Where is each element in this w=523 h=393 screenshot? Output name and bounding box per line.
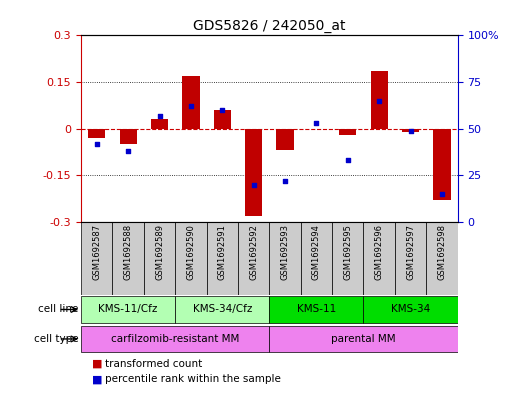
Point [155, 112, 164, 119]
Bar [363, 296, 458, 323]
Text: GSM1692587: GSM1692587 [92, 224, 101, 280]
Bar [433, 129, 450, 200]
Text: KMS-34: KMS-34 [391, 305, 430, 314]
Text: parental MM: parental MM [331, 334, 396, 344]
Point [438, 191, 446, 197]
Bar [207, 222, 238, 295]
Text: GSM1692596: GSM1692596 [374, 224, 384, 280]
Text: carfilzomib-resistant MM: carfilzomib-resistant MM [111, 334, 240, 344]
Bar [363, 222, 395, 295]
Point [218, 107, 226, 113]
Bar [112, 222, 144, 295]
Point [344, 157, 352, 163]
Text: GSM1692588: GSM1692588 [123, 224, 133, 280]
Text: GSM1692593: GSM1692593 [280, 224, 290, 280]
Bar [144, 222, 175, 295]
Title: GDS5826 / 242050_at: GDS5826 / 242050_at [193, 19, 346, 33]
Text: transformed count: transformed count [105, 358, 202, 369]
Bar [238, 222, 269, 295]
Point [281, 178, 289, 184]
Text: KMS-34/Cfz: KMS-34/Cfz [192, 305, 252, 314]
Bar [332, 222, 363, 295]
Bar [119, 129, 137, 144]
Bar [213, 110, 231, 129]
Bar [81, 326, 269, 352]
Text: ■: ■ [92, 358, 102, 369]
Bar [402, 129, 419, 132]
Text: cell line: cell line [38, 305, 78, 314]
Text: GSM1692594: GSM1692594 [312, 224, 321, 280]
Bar [182, 76, 199, 129]
Bar [395, 222, 426, 295]
Text: ■: ■ [92, 374, 102, 384]
Text: cell type: cell type [34, 334, 78, 344]
Bar [245, 129, 262, 216]
Point [312, 120, 321, 126]
Bar [301, 222, 332, 295]
Text: GSM1692597: GSM1692597 [406, 224, 415, 280]
Point [375, 97, 383, 104]
Point [249, 182, 258, 188]
Text: GSM1692598: GSM1692598 [437, 224, 447, 280]
Bar [81, 222, 112, 295]
Point [124, 148, 132, 154]
Bar [175, 296, 269, 323]
Text: GSM1692595: GSM1692595 [343, 224, 353, 280]
Bar [151, 119, 168, 129]
Text: GSM1692591: GSM1692591 [218, 224, 227, 280]
Point [187, 103, 195, 109]
Point [406, 127, 415, 134]
Bar [175, 222, 207, 295]
Text: percentile rank within the sample: percentile rank within the sample [105, 374, 280, 384]
Bar [81, 296, 175, 323]
Text: KMS-11: KMS-11 [297, 305, 336, 314]
Text: GSM1692590: GSM1692590 [186, 224, 196, 280]
Text: GSM1692592: GSM1692592 [249, 224, 258, 280]
Point [93, 140, 101, 147]
Text: KMS-11/Cfz: KMS-11/Cfz [98, 305, 158, 314]
Bar [269, 222, 301, 295]
Bar [370, 71, 388, 129]
Bar [339, 129, 356, 135]
Bar [276, 129, 293, 151]
Text: GSM1692589: GSM1692589 [155, 224, 164, 280]
Bar [426, 222, 458, 295]
Bar [269, 296, 363, 323]
Bar [88, 129, 105, 138]
Bar [269, 326, 458, 352]
